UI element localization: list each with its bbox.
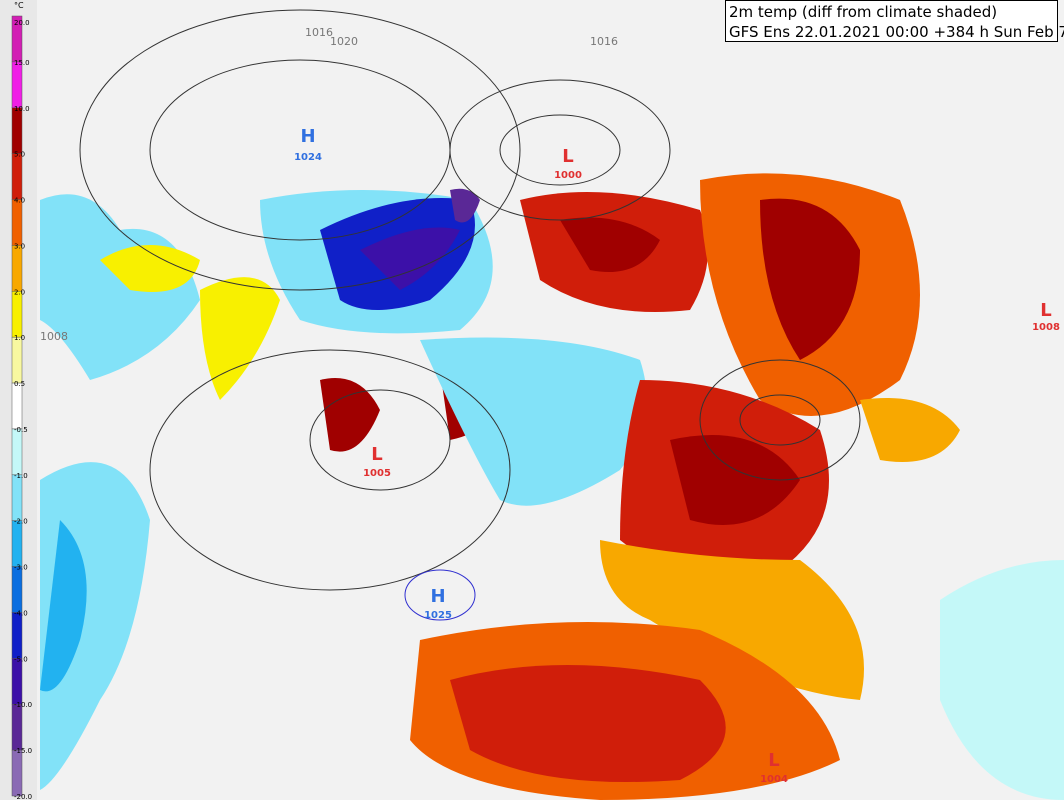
isobar	[79, 9, 521, 291]
isobar-label: 1016	[590, 35, 618, 48]
cold-area	[940, 560, 1064, 800]
isobar	[499, 114, 621, 186]
colorbar: 20.0 15.0 10.0 5.0 4.0 3.0 2.0 1.0 0.5 -0.5 -1.0 -2…	[11, 15, 32, 800]
isobar	[699, 359, 861, 481]
cold-area	[360, 227, 460, 290]
warm-area	[860, 398, 960, 462]
colorbar-unit: °C	[14, 1, 24, 10]
isobar-label: 1016	[305, 26, 333, 39]
colorbar-tick-label: 10.0	[14, 105, 30, 113]
pressure-kind: H	[430, 586, 445, 607]
cold-area	[40, 194, 200, 380]
colorbar-tick-label: -10.0	[14, 701, 32, 709]
title-box: 2m temp (diff from climate shaded) GFS E…	[725, 0, 1064, 42]
anomaly-shading	[40, 173, 1064, 800]
warm-area	[450, 665, 726, 782]
isobar	[404, 569, 476, 621]
colorbar-segment	[11, 566, 23, 613]
warm-area	[100, 245, 200, 292]
colorbar-segment	[11, 749, 23, 797]
subtitle: GFS Ens 22.01.2021 00:00 +384 h Sun Feb …	[729, 23, 1064, 41]
colorbar-tick-label: 0.5	[14, 380, 25, 388]
pressure-value: 1025	[424, 610, 452, 621]
colorbar-segment	[11, 474, 23, 521]
colorbar-segment	[11, 612, 23, 659]
warm-area	[600, 540, 864, 700]
cold-area	[40, 520, 87, 692]
warm-area	[670, 435, 800, 525]
title: 2m temp (diff from climate shaded)	[729, 3, 998, 21]
colorbar-tick-label: 1.0	[14, 334, 25, 342]
colorbar-tick-label: -0.5	[14, 426, 28, 434]
isobar	[309, 389, 451, 491]
pressure-kind: H	[300, 126, 315, 147]
warm-area	[320, 378, 380, 452]
colorbar-segment	[11, 336, 23, 384]
warm-area	[200, 277, 280, 400]
colorbar-tick-label: 20.0	[14, 19, 30, 27]
colorbar-tick-label: -5.0	[14, 655, 28, 663]
colorbar-segment	[11, 61, 23, 109]
isobar	[739, 394, 821, 446]
colorbar-segment	[11, 428, 23, 476]
colorbar-segment	[11, 291, 23, 338]
cold-area	[450, 188, 480, 223]
colorbar-tick-label: 2.0	[14, 288, 25, 296]
cold-area	[420, 337, 647, 506]
colorbar-tick-label: -1.0	[14, 472, 28, 480]
colorbar-tick-label: 3.0	[14, 242, 25, 250]
colorbar-tick-label: -4.0	[14, 609, 28, 617]
colorbar-tick-label: -2.0	[14, 518, 28, 526]
warm-area	[560, 217, 660, 272]
pressure-value: 1004	[760, 774, 788, 785]
pressure-value: 1008	[1032, 322, 1060, 333]
colorbar-tick-label: -15.0	[14, 747, 32, 755]
pressure-value: 1000	[554, 170, 582, 181]
pressure-kind: L	[1040, 300, 1051, 321]
isobar-label: 1020	[330, 35, 358, 48]
warm-area	[760, 198, 860, 360]
isobar-label: 1008	[40, 330, 68, 343]
isobars	[79, 9, 861, 591]
colorbar-segment	[11, 199, 23, 246]
isobar	[149, 349, 511, 591]
colorbar-segment	[11, 703, 23, 751]
pressure-value: 1005	[363, 468, 391, 479]
colorbar-tick-label: 4.0	[14, 197, 25, 205]
pressure-value: 1024	[294, 152, 322, 163]
colorbar-segment	[11, 520, 23, 567]
colorbar-segment	[11, 153, 23, 200]
isobar	[449, 79, 671, 221]
colorbar-tick-label: 15.0	[14, 59, 30, 67]
colorbar-tick-label: -20.0	[14, 793, 32, 800]
colorbar-segment	[11, 245, 23, 292]
pressure-kind: L	[562, 146, 573, 167]
pressure-kind: L	[371, 444, 382, 465]
colorbar-segment	[11, 107, 23, 154]
colorbar-tick-label: -3.0	[14, 564, 28, 572]
pressure-kind: L	[768, 750, 779, 771]
colorbar-segment	[11, 658, 23, 705]
colorbar-segment	[11, 382, 23, 430]
colorbar-tick-label: 5.0	[14, 151, 25, 159]
